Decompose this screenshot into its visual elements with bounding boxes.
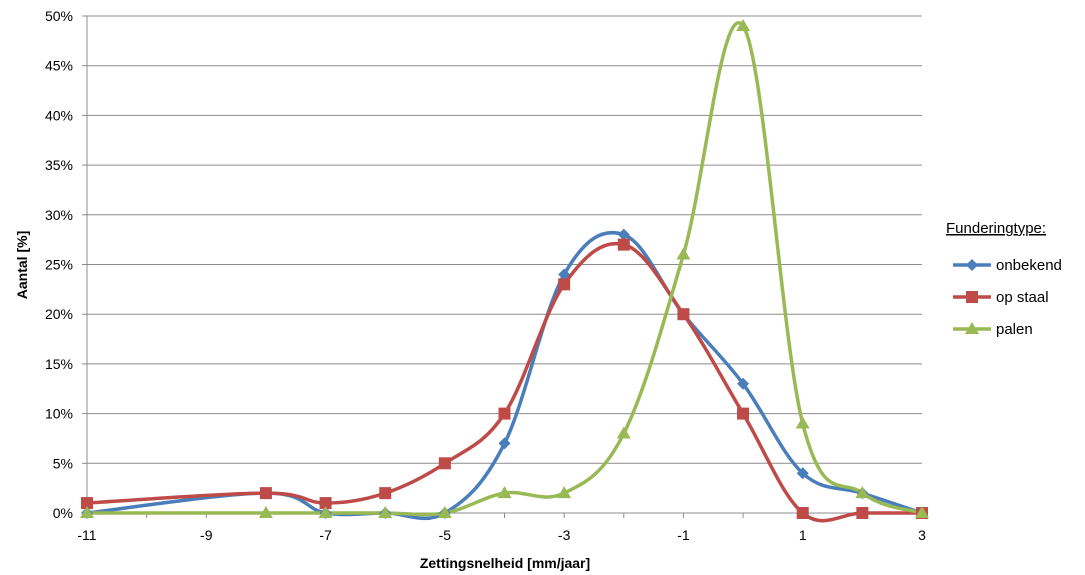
- x-tick-label: -11: [77, 527, 96, 543]
- x-tick-label: -7: [319, 527, 332, 543]
- data-point-palen: [557, 486, 572, 499]
- y-tick-label: 30%: [45, 207, 73, 223]
- gridlines: [87, 15, 922, 464]
- data-point-op-staal: [856, 507, 869, 519]
- data-point-op-staal: [379, 487, 392, 500]
- legend-title: Funderingtype:: [946, 220, 1046, 237]
- legend-marker-op-staal: [966, 291, 978, 303]
- data-point-op-staal: [319, 497, 332, 510]
- y-tick-label: 50%: [45, 8, 73, 24]
- data-point-palen: [855, 486, 870, 499]
- legend-item-op-staal: op staal: [953, 289, 1049, 306]
- data-point-onbekend: [617, 228, 630, 241]
- x-tick-label: -9: [200, 527, 213, 543]
- y-tick-label: 10%: [45, 406, 73, 422]
- data-point-palen: [80, 506, 94, 518]
- data-point-op-staal: [259, 487, 272, 500]
- y-tick-label: 25%: [45, 257, 73, 273]
- x-tick-label: 1: [799, 527, 807, 543]
- x-tick-label: 3: [918, 527, 926, 543]
- x-tick-label: -1: [677, 527, 690, 543]
- data-point-palen: [676, 247, 691, 260]
- data-point-onbekend: [558, 268, 571, 281]
- y-tick-label: 40%: [45, 107, 73, 123]
- y-tick-label: 0%: [53, 505, 73, 521]
- y-tick-label: 5%: [53, 455, 73, 471]
- data-point-op-staal: [558, 278, 571, 291]
- legend-label-palen: palen: [996, 321, 1033, 338]
- legend-marker-onbekend: [966, 259, 978, 271]
- x-tick-label: -3: [558, 527, 571, 543]
- data-point-palen: [616, 426, 631, 439]
- data-point-palen: [736, 18, 751, 31]
- data-point-onbekend: [796, 467, 809, 480]
- data-point-palen: [378, 506, 393, 518]
- data-point-palen: [915, 506, 929, 518]
- series-markers: [80, 18, 929, 519]
- series-line-op-staal: [85, 241, 924, 523]
- legend-item-onbekend: onbekend: [953, 257, 1062, 274]
- data-point-onbekend: [737, 377, 750, 390]
- y-tick-label: 45%: [45, 58, 73, 74]
- data-point-palen: [258, 506, 273, 518]
- legend: Funderingtype: onbekend op staal palen: [946, 220, 1062, 338]
- series-line-onbekend: [85, 230, 924, 521]
- y-tick-label: 20%: [45, 306, 73, 322]
- data-point-op-staal: [677, 308, 690, 321]
- data-point-palen: [318, 506, 333, 518]
- legend-label-op-staal: op staal: [996, 289, 1049, 306]
- data-point-op-staal: [81, 497, 93, 510]
- data-point-op-staal: [796, 507, 809, 519]
- y-tick-label: 15%: [45, 356, 73, 372]
- data-point-op-staal: [438, 457, 451, 470]
- data-point-op-staal: [617, 238, 630, 251]
- x-axis-title: Zettingsnelheid [mm/jaar]: [420, 555, 590, 571]
- y-tick-label: 35%: [45, 157, 73, 173]
- legend-label-onbekend: onbekend: [996, 257, 1062, 274]
- x-tick-label: -5: [439, 527, 452, 543]
- legend-item-palen: palen: [953, 321, 1033, 338]
- data-point-palen: [795, 416, 810, 429]
- data-point-palen: [437, 506, 452, 518]
- y-axis-title: Aantal [%]: [14, 231, 30, 299]
- data-point-op-staal: [498, 407, 511, 420]
- data-point-onbekend: [498, 437, 511, 450]
- data-point-palen: [497, 486, 512, 499]
- data-point-op-staal: [737, 407, 750, 420]
- tick-labels: 0%5%10%15%20%25%30%35%40%45%50%-11 -9 -7 -5…: [45, 8, 926, 543]
- legend-marker-palen: [965, 322, 979, 334]
